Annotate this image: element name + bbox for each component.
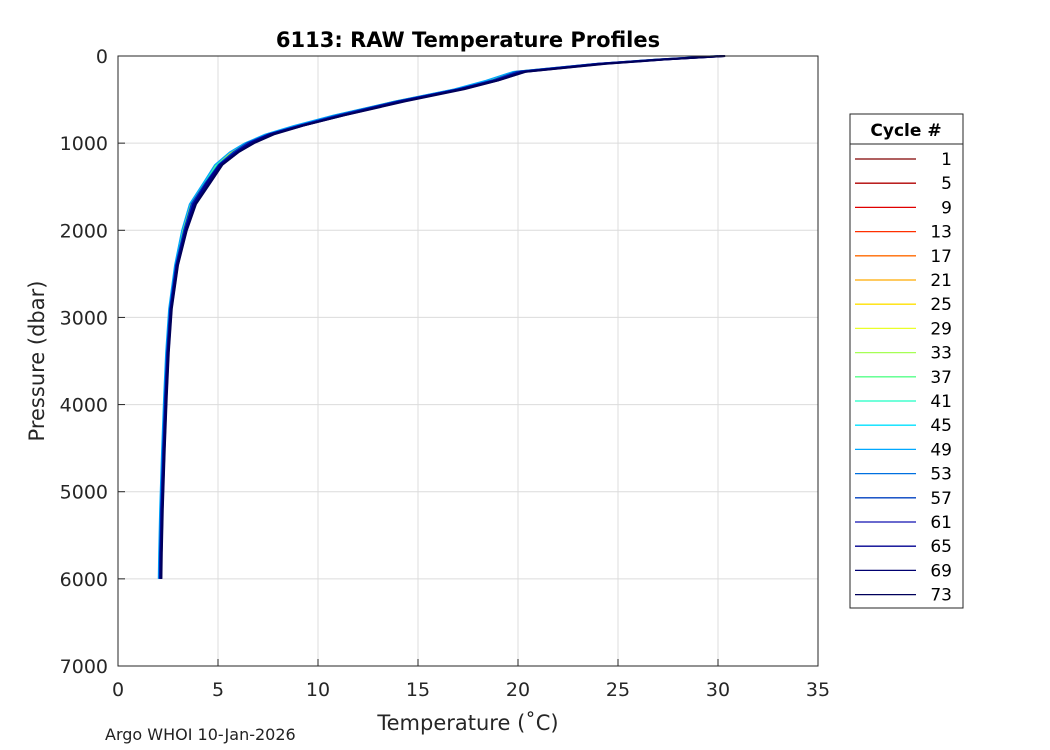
legend-label-57: 57: [930, 489, 952, 509]
x-tick-label: 30: [706, 679, 730, 701]
legend-label-61: 61: [930, 513, 952, 533]
x-tick-label: 15: [406, 679, 430, 701]
legend-label-45: 45: [930, 416, 952, 436]
plot-frame: [117, 55, 819, 667]
y-tick-label: 4000: [60, 395, 108, 417]
y-axis-label: Pressure (dbar): [25, 281, 49, 442]
y-tick-label: 5000: [60, 482, 108, 504]
plot-area: [118, 56, 818, 666]
legend-label-13: 13: [930, 223, 952, 243]
y-tick-label: 2000: [60, 220, 108, 242]
legend-title: Cycle #: [870, 121, 941, 141]
legend-label-69: 69: [930, 561, 952, 581]
x-tick-label: 0: [112, 679, 124, 701]
x-tick-label: 10: [306, 679, 330, 701]
legend-label-41: 41: [930, 392, 952, 412]
legend-label-5: 5: [941, 174, 952, 194]
legend-label-37: 37: [930, 368, 952, 388]
y-tick-label: 0: [96, 46, 108, 68]
y-tick-label: 7000: [60, 656, 108, 678]
legend-label-49: 49: [930, 440, 952, 460]
legend-items: 1 5 9 13 17 21 25 29 33 37 41 45 49 53 57 61 65 69 73: [855, 150, 952, 606]
legend-label-53: 53: [930, 465, 952, 485]
x-tick-label: 25: [606, 679, 630, 701]
legend-label-65: 65: [930, 537, 952, 557]
x-tick-label: 20: [506, 679, 530, 701]
legend-label-9: 9: [941, 198, 952, 218]
legend-label-17: 17: [930, 247, 952, 267]
legend-label-33: 33: [930, 344, 952, 364]
y-tick-label: 6000: [60, 569, 108, 591]
y-tick-label: 3000: [60, 307, 108, 329]
profile-lines: [157, 55, 726, 579]
x-axis-label: Temperature (˚C): [376, 711, 558, 735]
legend-label-1: 1: [941, 150, 952, 170]
footer-credit: Argo WHOI 10-Jan-2026: [105, 725, 296, 744]
y-axis-ticks: 0 1000 2000 3000 4000 5000 6000 7000: [60, 46, 125, 678]
legend-label-73: 73: [930, 586, 952, 606]
profile-line-cycle-73: [160, 55, 726, 579]
legend-box: [849, 113, 964, 609]
chart-title: 6113: RAW Temperature Profiles: [276, 28, 660, 52]
legend-label-25: 25: [930, 295, 952, 315]
legend-label-29: 29: [930, 319, 952, 339]
legend-label-21: 21: [930, 271, 952, 291]
profile-line-cycle-49: [157, 55, 712, 579]
x-axis-ticks: 0 5 10 15 20 25 30 35: [112, 659, 830, 701]
x-tick-label: 35: [806, 679, 830, 701]
legend: Cycle # 1 5 9 13 17 21 25 29 33 37 41 45 49 53 57 61 65 6…: [849, 113, 964, 609]
grid-lines: [118, 56, 818, 666]
y-tick-label: 1000: [60, 133, 108, 155]
x-tick-label: 5: [212, 679, 224, 701]
